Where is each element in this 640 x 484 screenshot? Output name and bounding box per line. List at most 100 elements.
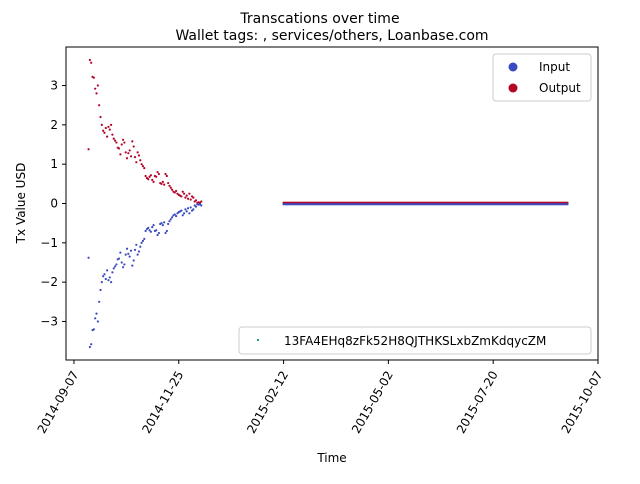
data-point	[123, 263, 126, 266]
data-point	[149, 230, 153, 233]
data-point	[180, 209, 183, 212]
y-tick-label: 1	[50, 157, 58, 171]
data-point	[108, 276, 111, 279]
data-point	[124, 253, 127, 256]
data-point	[111, 271, 114, 274]
data-point	[98, 104, 101, 107]
data-point	[148, 229, 151, 232]
data-point	[165, 174, 168, 178]
data-point	[152, 180, 155, 183]
data-point	[139, 245, 142, 248]
data-point	[194, 205, 198, 208]
data-point	[128, 255, 131, 258]
data-point	[137, 154, 141, 157]
data-point	[110, 281, 113, 284]
data-point	[128, 149, 131, 152]
data-point	[175, 214, 178, 218]
legend-top: Input Output	[492, 53, 592, 102]
data-point	[110, 123, 113, 126]
data-point	[104, 126, 107, 130]
data-point	[184, 208, 187, 211]
data-point	[96, 320, 99, 323]
data-point	[123, 141, 126, 144]
data-point	[182, 212, 186, 215]
y-tick-label: 0	[50, 197, 58, 211]
data-point	[156, 170, 159, 174]
legend-bottom-frame	[238, 326, 592, 355]
data-point	[87, 256, 90, 259]
data-point	[163, 183, 166, 186]
data-point	[104, 277, 107, 281]
data-point	[135, 161, 138, 164]
x-tick-label: 2014-11-25	[139, 369, 186, 436]
data-point	[88, 58, 91, 62]
data-point	[129, 155, 133, 158]
data-point	[98, 300, 101, 303]
data-point	[168, 184, 171, 187]
data-point	[94, 87, 97, 90]
data-point	[108, 128, 111, 131]
data-point	[100, 281, 103, 284]
data-point	[95, 312, 98, 315]
legend-entry-input: Input	[508, 60, 570, 74]
data-point	[92, 76, 95, 79]
legend-entry-output: Output	[508, 81, 581, 95]
data-point	[192, 196, 195, 199]
data-point	[121, 138, 125, 141]
data-point	[100, 123, 103, 126]
data-point	[160, 222, 163, 225]
data-point	[144, 174, 147, 178]
data-point	[171, 188, 174, 191]
legend-output-label: Output	[539, 81, 581, 95]
data-point	[135, 243, 138, 246]
data-point	[107, 125, 110, 128]
data-point	[155, 229, 158, 232]
data-point	[143, 237, 146, 240]
data-point	[169, 186, 172, 189]
data-point	[173, 191, 176, 194]
data-point	[90, 61, 93, 64]
legend-input-marker	[508, 62, 518, 72]
x-tick-label: 2015-02-12	[244, 369, 291, 436]
data-point	[200, 200, 203, 203]
x-axis-label: Time	[316, 451, 346, 465]
data-point	[175, 189, 178, 193]
chart-subtitle: Wallet tags: , services/others, Loanbase…	[175, 28, 488, 44]
data-point	[88, 345, 91, 349]
data-point	[182, 192, 186, 195]
data-point	[107, 279, 110, 282]
legend-top-frame	[492, 53, 592, 102]
data-point	[161, 180, 164, 183]
data-point	[102, 129, 105, 132]
series-output	[87, 58, 569, 204]
legend-wallet-marker	[257, 339, 259, 341]
data-point	[163, 221, 166, 224]
data-point	[192, 208, 195, 211]
data-point	[96, 84, 99, 87]
data-point	[566, 203, 569, 206]
data-point	[99, 288, 102, 292]
data-point	[119, 153, 122, 156]
data-point	[164, 231, 167, 235]
data-point	[132, 145, 135, 148]
data-point	[117, 257, 121, 260]
data-point	[137, 250, 141, 253]
data-point	[180, 195, 183, 198]
data-point	[95, 92, 98, 95]
data-point	[189, 206, 192, 209]
data-point	[103, 131, 106, 134]
data-point	[147, 226, 150, 229]
data-point	[152, 224, 155, 227]
data-point	[129, 249, 133, 252]
data-point	[188, 212, 191, 215]
data-point	[87, 148, 90, 151]
axes: −3 −2 −1 0 1 2 3 2014-09-07 2014-11-25 2015-02-12…	[35, 46, 606, 436]
data-point	[124, 151, 127, 154]
x-tick-label: 2015-07-20	[454, 369, 501, 436]
data-point	[127, 252, 130, 255]
legend-wallet-label: 13FA4EHq8zFk52H8QJTHKSLxbZmKdqycZM	[284, 334, 546, 348]
data-point	[157, 172, 160, 176]
data-point	[120, 143, 123, 146]
data-point	[186, 197, 190, 200]
